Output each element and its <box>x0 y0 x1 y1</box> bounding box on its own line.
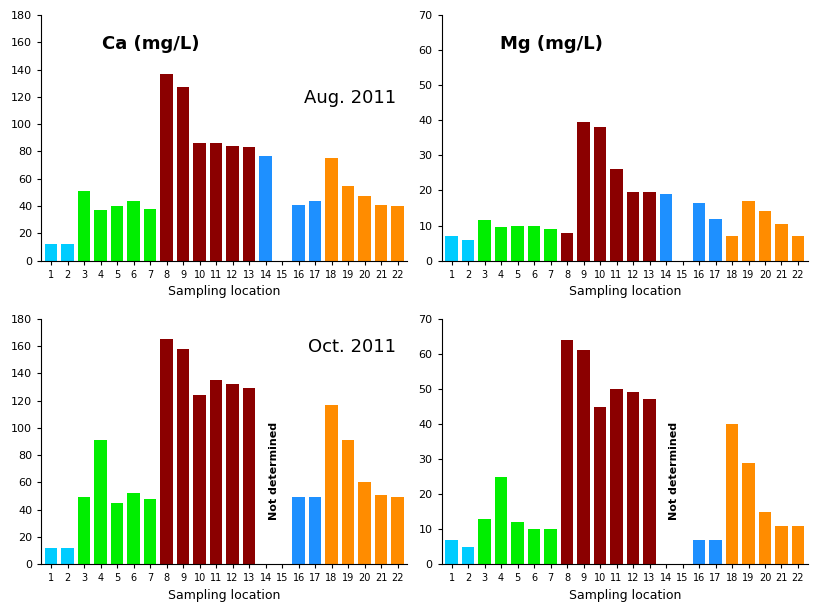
Bar <box>391 206 404 261</box>
Bar <box>726 236 738 261</box>
Bar <box>359 197 371 261</box>
Bar <box>309 200 321 261</box>
Bar <box>391 498 404 565</box>
X-axis label: Sampling location: Sampling location <box>168 589 281 602</box>
X-axis label: Sampling location: Sampling location <box>568 589 681 602</box>
Bar <box>511 522 524 565</box>
Bar <box>128 493 140 565</box>
Bar <box>325 158 337 261</box>
Bar <box>342 186 355 261</box>
Bar <box>161 339 173 565</box>
Bar <box>511 226 524 261</box>
Bar <box>226 146 239 261</box>
Text: Mg (mg/L): Mg (mg/L) <box>500 35 603 53</box>
Bar <box>111 503 124 565</box>
Bar <box>545 529 557 565</box>
Bar <box>478 519 491 565</box>
Bar <box>495 477 507 565</box>
Bar <box>61 548 74 565</box>
Bar <box>61 244 74 261</box>
Bar <box>561 340 573 565</box>
Bar <box>309 498 321 565</box>
Bar <box>446 540 458 565</box>
Bar <box>111 206 124 261</box>
Text: Ca (mg/L): Ca (mg/L) <box>102 35 200 53</box>
Bar <box>78 191 90 261</box>
Bar <box>144 499 156 565</box>
Bar <box>78 498 90 565</box>
Bar <box>742 201 754 261</box>
Bar <box>177 349 189 565</box>
Bar <box>644 400 656 565</box>
Bar <box>528 529 541 565</box>
Bar <box>610 169 622 261</box>
Bar <box>726 424 738 565</box>
Bar <box>759 211 771 261</box>
Bar <box>462 547 474 565</box>
Bar <box>128 200 140 261</box>
Bar <box>375 495 387 565</box>
Bar <box>627 192 640 261</box>
Bar <box>742 463 754 565</box>
Bar <box>709 540 722 565</box>
Bar <box>561 232 573 261</box>
Bar <box>45 548 57 565</box>
Bar <box>292 205 305 261</box>
X-axis label: Sampling location: Sampling location <box>168 285 281 298</box>
Bar <box>226 384 239 565</box>
Bar <box>177 88 189 261</box>
Bar <box>193 395 206 565</box>
Text: Oct. 2011: Oct. 2011 <box>309 338 396 357</box>
Bar <box>594 406 606 565</box>
Bar <box>210 380 222 565</box>
Bar <box>660 194 672 261</box>
Bar <box>693 203 705 261</box>
Bar <box>325 405 337 565</box>
Bar <box>144 209 156 261</box>
Bar <box>210 143 222 261</box>
Bar <box>577 122 590 261</box>
Bar <box>610 389 622 565</box>
Bar <box>792 236 804 261</box>
Bar <box>627 392 640 565</box>
Bar <box>545 229 557 261</box>
Bar <box>644 192 656 261</box>
Bar <box>292 498 305 565</box>
Bar <box>594 128 606 261</box>
Bar <box>161 74 173 261</box>
Bar <box>243 147 256 261</box>
Bar <box>709 218 722 261</box>
Bar <box>193 143 206 261</box>
Bar <box>528 226 541 261</box>
Bar <box>260 156 272 261</box>
Bar <box>693 540 705 565</box>
Bar <box>243 389 256 565</box>
X-axis label: Sampling location: Sampling location <box>568 285 681 298</box>
Text: Not determined: Not determined <box>669 422 679 520</box>
Bar <box>359 482 371 565</box>
Bar <box>342 440 355 565</box>
Bar <box>776 224 788 261</box>
Bar <box>478 220 491 261</box>
Bar <box>94 210 106 261</box>
Bar <box>375 205 387 261</box>
Bar <box>792 526 804 565</box>
Bar <box>577 351 590 565</box>
Text: Not determined: Not determined <box>269 422 278 520</box>
Bar <box>45 244 57 261</box>
Bar <box>495 227 507 261</box>
Text: Aug. 2011: Aug. 2011 <box>305 89 396 107</box>
Bar <box>94 440 106 565</box>
Bar <box>776 526 788 565</box>
Bar <box>759 512 771 565</box>
Bar <box>462 240 474 261</box>
Bar <box>446 236 458 261</box>
